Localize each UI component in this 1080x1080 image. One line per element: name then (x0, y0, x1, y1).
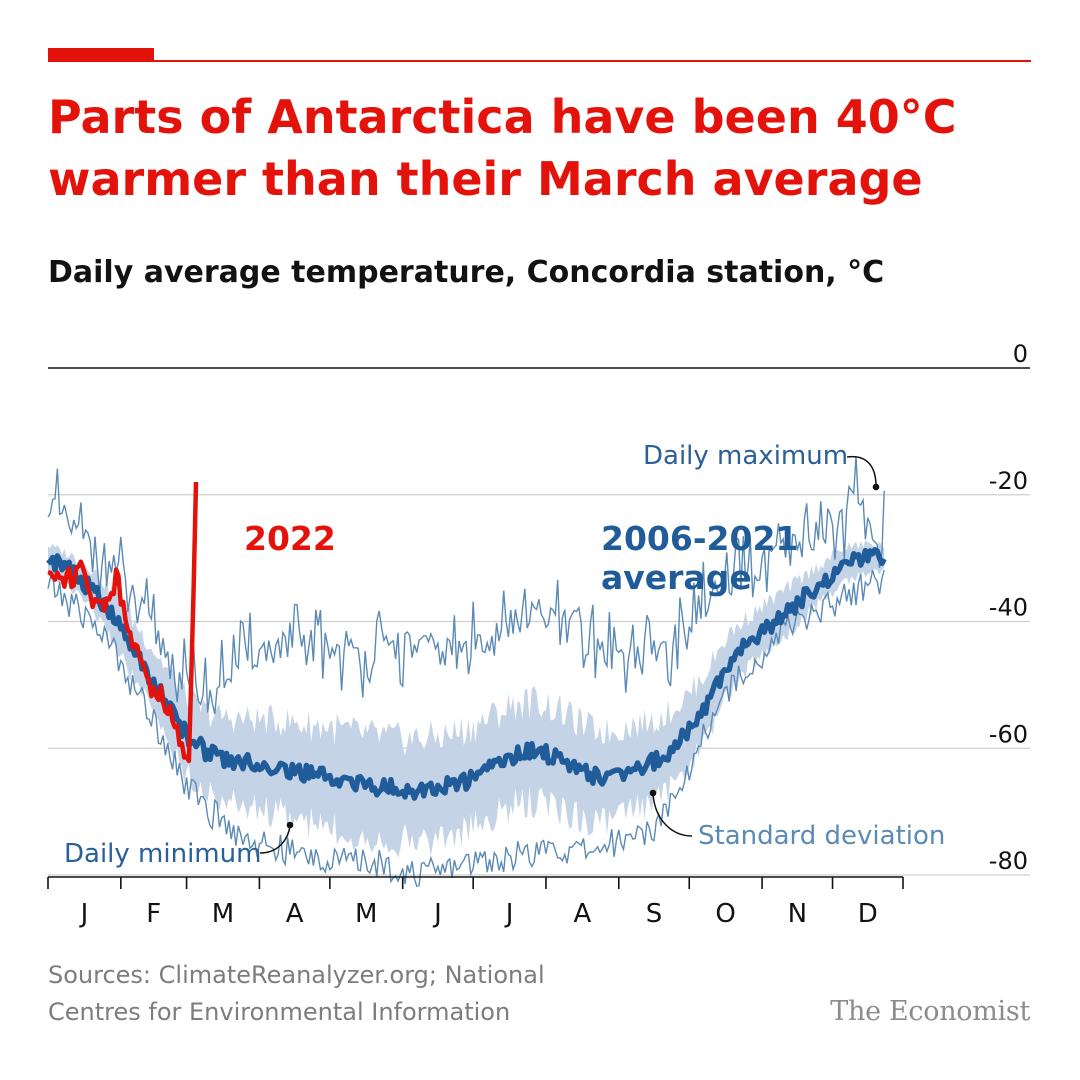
x-tick-label: J (79, 899, 89, 929)
current-year-layer (47, 482, 199, 764)
daily-minimum-line (47, 569, 885, 888)
annotation-max-dot (872, 483, 880, 491)
x-tick-label: A (286, 899, 304, 929)
x-tick-label: M (355, 899, 377, 929)
annotation-max-leader (846, 455, 877, 487)
y-tick-label: -20 (989, 467, 1028, 495)
annotation-min-leader (259, 825, 291, 854)
chart-headline: Parts of Antarctica have been 40°C warme… (48, 90, 957, 206)
temperature-chart: J F M A M J J A S O N D 0 -20 -40 -60 -80 2022 2006-202… (46, 340, 1030, 929)
x-tick-label: J (504, 899, 514, 929)
grid (48, 367, 1030, 876)
daily-maximum-line (47, 456, 885, 715)
y-tick-label: -60 (989, 720, 1028, 748)
annotation-daily-minimum: Daily minimum (64, 839, 261, 869)
x-tick-label: F (146, 899, 161, 929)
current-year-line (47, 482, 199, 764)
y-tick-label: -80 (989, 847, 1028, 875)
chart-subtitle: Daily average temperature, Concordia sta… (48, 255, 885, 290)
x-tick-label: J (432, 899, 442, 929)
annotation-std-dot (649, 789, 657, 797)
std-deviation-band (48, 540, 885, 858)
label-average-line2: average (601, 558, 752, 597)
std-deviation-area (48, 540, 885, 858)
source-note: Sources: ClimateReanalyzer.org; National… (48, 961, 545, 1026)
y-tick-label: -40 (989, 594, 1028, 622)
series-labels: 2022 2006-2021 average (244, 519, 798, 597)
x-tick-label: D (858, 899, 878, 929)
y-axis-labels: 0 -20 -40 -60 -80 (989, 340, 1028, 875)
extremes (47, 456, 885, 888)
y-tick-label: 0 (1013, 340, 1028, 368)
x-tick-label: M (212, 899, 234, 929)
annotation-daily-maximum: Daily maximum (643, 441, 848, 471)
brand-tag (48, 48, 154, 62)
annotation-min-dot (286, 821, 294, 829)
label-2022: 2022 (244, 519, 336, 558)
x-tick-label: O (715, 899, 735, 929)
annotation-standard-deviation: Standard deviation (698, 821, 945, 851)
x-tick-label: S (646, 899, 663, 929)
annotation-std-leader (652, 793, 693, 837)
economist-logo: The Economist (830, 996, 1030, 1027)
x-tick-label: N (788, 899, 807, 929)
label-average-line1: 2006-2021 (601, 519, 798, 558)
top-rule (48, 60, 1031, 62)
x-tick-label: A (573, 899, 591, 929)
annotations: Daily maximum Daily minimum Standard dev… (64, 441, 945, 869)
